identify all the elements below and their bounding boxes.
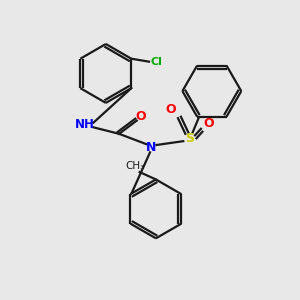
Text: S: S bbox=[185, 132, 194, 145]
Text: O: O bbox=[135, 110, 146, 123]
Text: Cl: Cl bbox=[151, 57, 162, 67]
Text: O: O bbox=[165, 103, 176, 116]
Text: CH₃: CH₃ bbox=[125, 161, 144, 171]
Text: O: O bbox=[204, 117, 214, 130]
Text: NH: NH bbox=[75, 118, 95, 131]
Text: N: N bbox=[146, 141, 157, 154]
